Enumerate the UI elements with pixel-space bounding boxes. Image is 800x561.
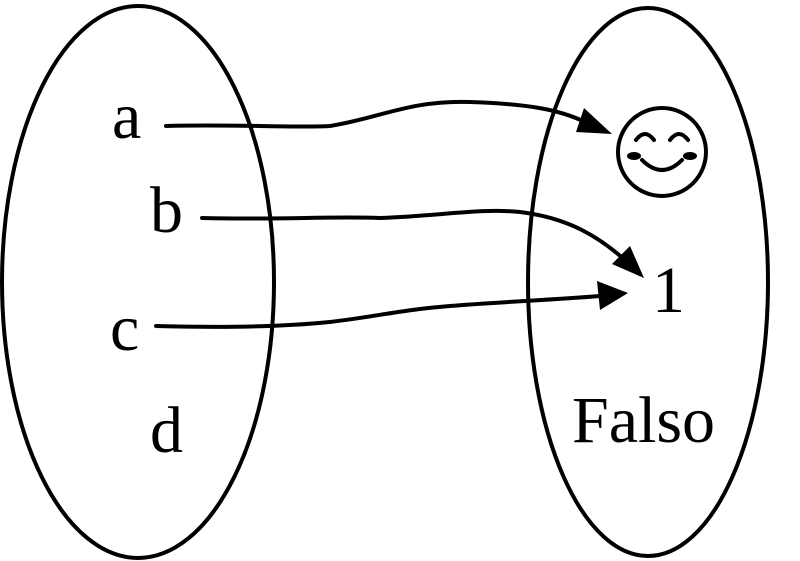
element-b: b — [150, 174, 183, 247]
arrow-c-to-1 — [154, 281, 628, 329]
arrow-a-to-face — [164, 99, 612, 134]
arrow-b-to-1 — [200, 208, 644, 278]
element-d: d — [150, 394, 183, 467]
smiling-face-icon — [616, 106, 708, 198]
element-falso: Falso — [572, 384, 715, 457]
left-set-ellipse — [0, 4, 276, 560]
element-c: c — [110, 292, 139, 365]
element-1: 1 — [652, 254, 685, 327]
element-a: a — [112, 80, 141, 153]
right-set-ellipse — [526, 6, 770, 558]
